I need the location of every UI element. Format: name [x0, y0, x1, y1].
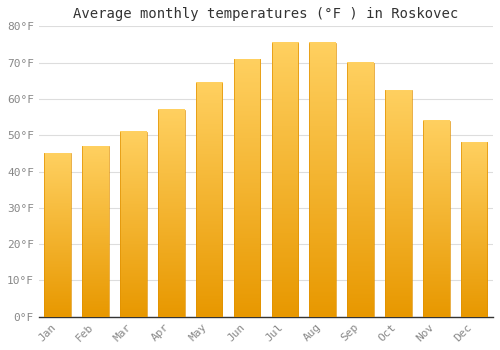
Title: Average monthly temperatures (°F ) in Roskovec: Average monthly temperatures (°F ) in Ro… [74, 7, 458, 21]
